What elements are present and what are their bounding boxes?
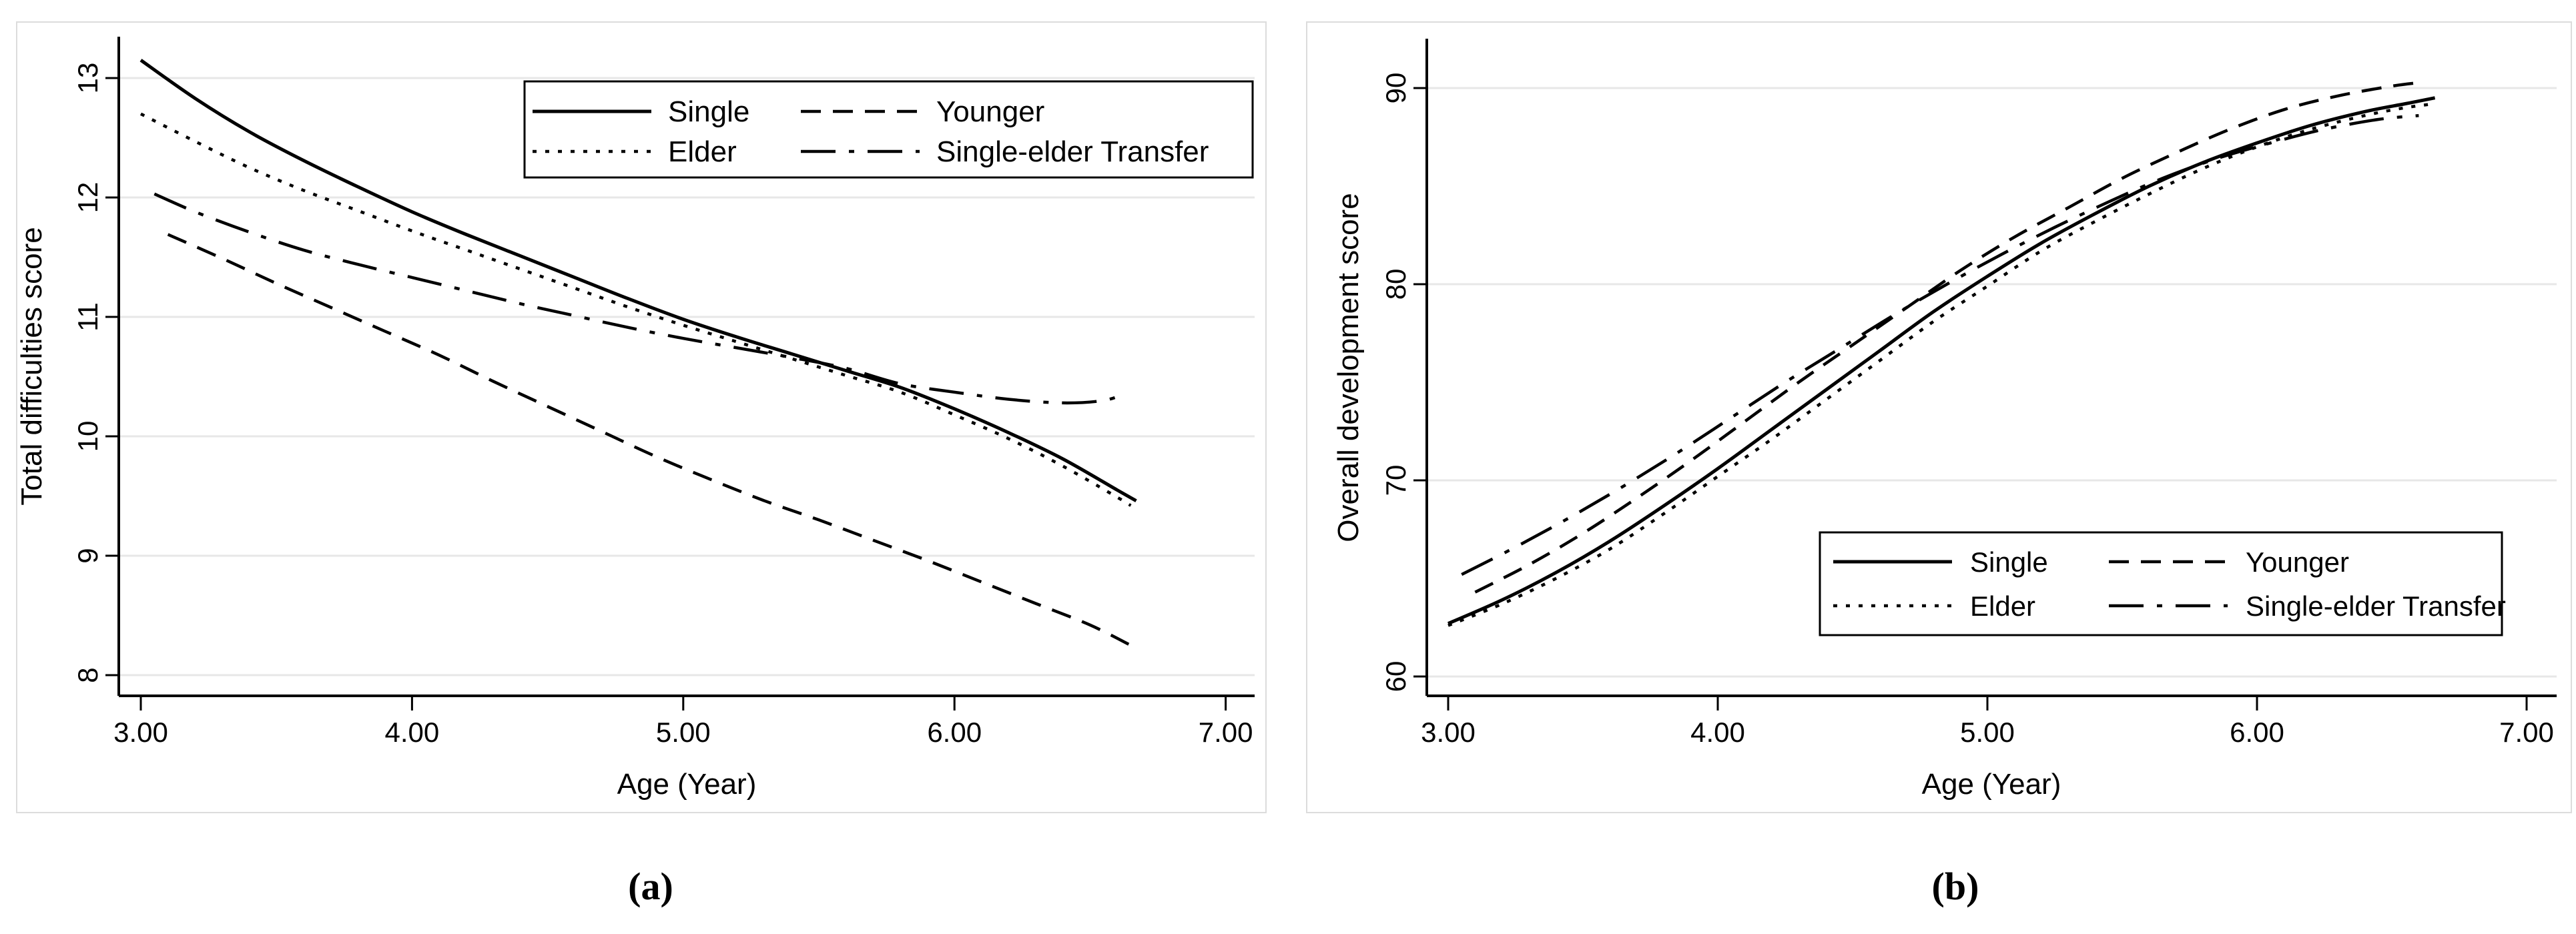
x-tick-label: 7.00 — [1199, 717, 1253, 748]
y-tick-label: 70 — [1380, 465, 1411, 496]
panel-a-axes: 8 9 10 11 12 13 3.00 4.00 5.00 6.00 7.00 — [72, 37, 1255, 748]
y-tick-label: 10 — [72, 421, 103, 452]
panel-b-border — [1306, 21, 2572, 813]
y-tick-label: 11 — [72, 302, 103, 332]
panel-a: 8 9 10 11 12 13 3.00 4.00 5.00 6.00 7.00 Single Yo… — [15, 21, 1267, 908]
legend-a-label-younger: Younger — [936, 95, 1044, 128]
panel-a-y-axis-title: Total difficulties score — [15, 227, 48, 505]
caption-b: (b) — [1932, 865, 1979, 908]
panel-b-legend: Single Younger Elder Single-elder Transf… — [1819, 531, 2506, 636]
x-tick-label: 3.00 — [1421, 717, 1476, 748]
series-line-dotted — [139, 112, 1132, 507]
y-tick-label: 12 — [72, 182, 103, 213]
panel-b: 60 70 80 90 3.00 4.00 5.00 6.00 7.00 Single Youn… — [1306, 21, 2572, 908]
x-tick-label: 5.00 — [1960, 717, 2015, 748]
panel-b-axes: 60 70 80 90 3.00 4.00 5.00 6.00 7.00 — [1380, 39, 2557, 748]
y-tick-label: 8 — [72, 667, 103, 682]
x-tick-label: 7.00 — [2499, 717, 2554, 748]
legend-a-label-single: Single — [668, 95, 749, 128]
y-tick-label: 80 — [1380, 269, 1411, 300]
panel-a-legend: Single Younger Elder Single-elder Transf… — [523, 80, 1254, 179]
y-tick-label: 90 — [1380, 73, 1411, 104]
y-tick-label: 13 — [72, 63, 103, 94]
series-line-dotted — [1447, 102, 2435, 627]
panel-b-y-axis-title: Overall development score — [1332, 193, 1365, 542]
x-tick-label: 4.00 — [385, 717, 440, 748]
panel-a-x-axis-title: Age (Year) — [617, 768, 757, 801]
panel-b-series — [1447, 80, 2436, 627]
x-tick-label: 5.00 — [656, 717, 711, 748]
series-line-solid — [139, 59, 1137, 502]
legend-b-label-single: Single — [1970, 546, 2048, 578]
panel-a-border — [16, 21, 1267, 813]
y-tick-label: 9 — [72, 548, 103, 563]
legend-a-label-elder: Elder — [668, 135, 737, 168]
legend-b-label-elder: Elder — [1970, 590, 2035, 622]
panel-b-x-axis-title: Age (Year) — [1922, 768, 2061, 801]
series-line-dashdot — [1461, 113, 2419, 576]
x-tick-label: 4.00 — [1690, 717, 1745, 748]
legend-b-label-younger: Younger — [2246, 546, 2349, 578]
x-tick-label: 6.00 — [927, 717, 982, 748]
panel-a-gridlines — [119, 77, 1255, 676]
series-line-dashed — [167, 233, 1132, 647]
y-tick-label: 60 — [1380, 661, 1411, 692]
x-tick-label: 6.00 — [2230, 717, 2284, 748]
series-line-solid — [1447, 96, 2436, 625]
panel-b-legend-box — [1819, 531, 2503, 636]
panel-a-legend-box — [523, 80, 1254, 179]
legend-a-label-transfer: Single-elder Transfer — [936, 135, 1209, 168]
caption-a: (a) — [628, 865, 673, 908]
legend-b-label-transfer: Single-elder Transfer — [2246, 590, 2506, 622]
series-line-dashed — [1474, 80, 2425, 594]
panel-a-series — [139, 59, 1137, 647]
x-tick-label: 3.00 — [113, 717, 168, 748]
series-line-dashdot — [153, 192, 1126, 405]
panel-b-gridlines — [1427, 87, 2557, 678]
